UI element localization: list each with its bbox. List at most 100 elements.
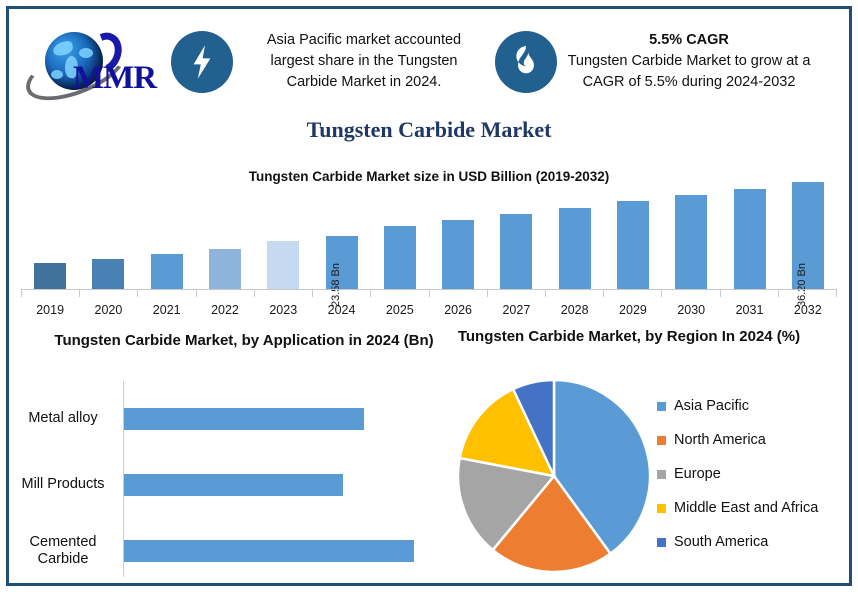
bar-2024: 23.58 Bn <box>325 236 358 307</box>
legend-item: North America <box>657 423 847 457</box>
legend-swatch-icon <box>657 469 666 479</box>
bar-column <box>429 189 487 289</box>
globe-icon <box>45 31 103 90</box>
x-axis-tick <box>544 290 603 297</box>
stat-text-cagr: 5.5% CAGR Tungsten Carbide Market to gro… <box>567 30 811 93</box>
pie-slice-south-america <box>511 378 556 477</box>
bar-2029 <box>616 201 649 289</box>
logo-text: MMR <box>73 59 157 96</box>
bar-2020 <box>92 259 125 289</box>
bar-column <box>254 189 312 289</box>
region-chart-panel: Tungsten Carbide Market, by Region In 20… <box>449 327 849 583</box>
bar-2021 <box>150 254 183 289</box>
x-axis-label: 2030 <box>677 303 706 317</box>
region-chart-title: Tungsten Carbide Market, by Region In 20… <box>457 328 801 345</box>
x-axis-label: 2021 <box>152 303 181 317</box>
legend-swatch-icon <box>657 435 666 445</box>
bar-column <box>79 189 137 289</box>
x-axis-label: 2024 <box>327 303 356 317</box>
x-axis-tick <box>428 290 487 297</box>
bar-column <box>604 189 662 289</box>
flame-drop-icon <box>495 30 557 93</box>
legend-label: North America <box>674 432 766 448</box>
legend-label: Europe <box>674 466 721 482</box>
x-axis-ticks <box>21 290 838 297</box>
x-axis-tick <box>486 290 545 297</box>
market-size-bar-chart: 23.58 Bn 36.20 Bn 2019 2020 2021 2022 2023 202… <box>21 182 838 317</box>
bar-column <box>21 189 79 289</box>
application-chart-panel: Tungsten Carbide Market, by Application … <box>9 327 449 583</box>
bar-2030 <box>675 195 708 289</box>
legend-swatch-icon <box>657 503 666 513</box>
legend-item: South America <box>657 525 847 559</box>
bar-series: 23.58 Bn 36.20 Bn <box>21 182 837 307</box>
legend-label: Middle East and Africa <box>674 500 819 516</box>
bar-column <box>196 189 254 289</box>
x-axis-tick <box>137 290 195 297</box>
application-category-label: Cemented Carbide <box>29 533 97 567</box>
header-bar: MMR Asia Pacific market accounted larges… <box>9 9 849 114</box>
x-axis-label: 2028 <box>560 303 589 317</box>
x-axis-tick <box>777 290 838 297</box>
x-axis-tick <box>195 290 254 297</box>
bar-2031 <box>733 189 766 289</box>
mmr-logo: MMR <box>15 22 165 112</box>
pie-slice-europe <box>456 456 557 552</box>
x-axis-tick <box>253 290 312 297</box>
application-bar <box>124 474 343 496</box>
bar-column: 23.58 Bn <box>312 189 370 307</box>
bar-2025 <box>383 226 416 289</box>
list-item: Metal alloy <box>9 387 449 451</box>
legend-item: Europe <box>657 457 847 491</box>
application-category-label: Mill Products <box>21 476 105 493</box>
x-axis-labels: 2019 2020 2021 2022 2023 2024 2025 2026 2027 2028… <box>21 303 837 317</box>
x-axis-tick <box>370 290 428 297</box>
cagr-value: 5.5% CAGR <box>649 31 729 48</box>
application-plot-area: Metal alloy Mill Products Cemented Carbi… <box>9 381 449 581</box>
x-axis-label: 2031 <box>735 303 764 317</box>
legend-swatch-icon <box>657 401 666 411</box>
x-axis-tick <box>312 290 370 297</box>
legend-item: Middle East and Africa <box>657 491 847 525</box>
x-axis-tick <box>661 290 719 297</box>
bar-2027 <box>500 214 533 289</box>
application-bar <box>124 540 414 562</box>
x-axis-tick <box>21 290 79 297</box>
application-chart-title: Tungsten Carbide Market, by Application … <box>54 332 434 349</box>
application-y-axis <box>123 381 124 577</box>
page-title: Tungsten Carbide Market <box>306 117 552 142</box>
stat-text-asia-pacific: Asia Pacific market accounted largest sh… <box>266 31 462 90</box>
bar-column <box>487 189 545 289</box>
list-item: Mill Products <box>9 453 449 517</box>
legend-label: Asia Pacific <box>674 398 749 414</box>
x-axis-label: 2019 <box>36 303 65 317</box>
bar-2022 <box>208 249 241 289</box>
bar-column <box>371 189 429 289</box>
bar-chart-title: Tungsten Carbide Market size in USD Bill… <box>248 169 610 184</box>
lightning-bolt-icon <box>171 30 233 93</box>
bar-value-label: 36.20 Bn <box>795 262 808 308</box>
x-axis-label: 2025 <box>385 303 414 317</box>
legend-swatch-icon <box>657 537 666 547</box>
x-axis-label: 2023 <box>269 303 298 317</box>
bar-2028 <box>558 208 591 289</box>
bar-column: 36.20 Bn <box>779 182 837 307</box>
pie-slice-asia-pacific <box>552 378 652 556</box>
x-axis-label: 2020 <box>94 303 123 317</box>
bar-column <box>720 189 778 289</box>
region-legend: Asia Pacific North America Europe Middle Ea… <box>657 389 847 559</box>
bottom-section: Tungsten Carbide Market, by Application … <box>9 327 849 583</box>
application-bar <box>124 408 364 430</box>
bar-value-label: 23.58 Bn <box>329 262 342 308</box>
x-axis-tick <box>603 290 661 297</box>
application-category-label: Metal alloy <box>28 410 98 427</box>
bar-column <box>662 189 720 289</box>
bar-column <box>138 189 196 289</box>
bar-2019 <box>34 263 67 289</box>
x-axis-label: 2029 <box>619 303 647 317</box>
x-axis-label: 2022 <box>211 303 239 317</box>
list-item: Cemented Carbide <box>9 519 449 583</box>
x-axis-label: 2032 <box>793 303 822 317</box>
bar-2026 <box>442 220 475 289</box>
x-axis-label: 2026 <box>444 303 473 317</box>
